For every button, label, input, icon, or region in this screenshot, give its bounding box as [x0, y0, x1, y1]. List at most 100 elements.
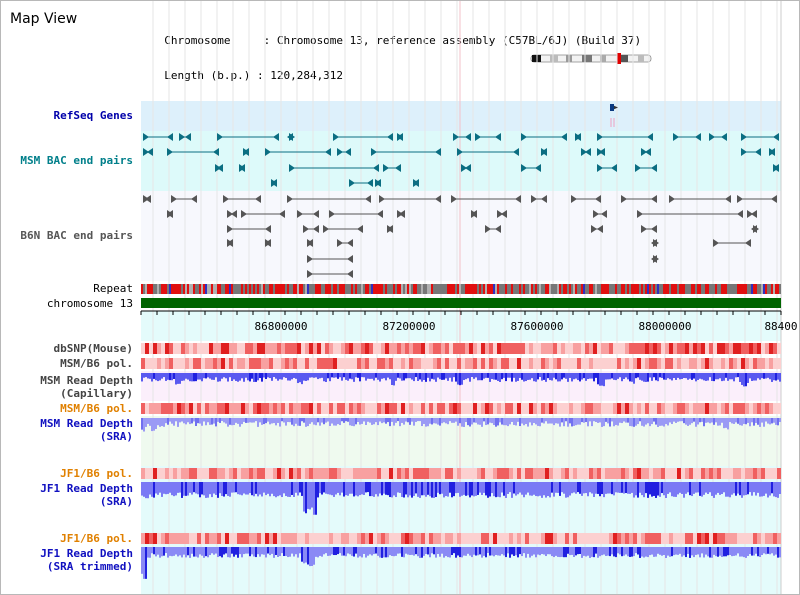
msm-depth-sra-bar — [251, 418, 253, 423]
track-label-msm-depth-capillary[interactable]: MSM Read Depth — [40, 374, 133, 387]
jf1-depth-sra-bar — [731, 482, 733, 495]
dbsnp-heat-cell — [361, 343, 365, 354]
b6n-bac-pair-end — [167, 210, 173, 218]
track-label-b6n-bac[interactable]: B6N BAC end pairs — [20, 229, 133, 242]
track-label-dbsnp[interactable]: dbSNP(Mouse) — [53, 342, 133, 355]
msm-depth-sra-bar — [151, 418, 153, 432]
msm-bac-pair-end — [413, 179, 419, 187]
msm-depth-capillary-bar — [257, 373, 259, 381]
track-label-jf1-b6-pol-2[interactable]: JF1/B6 pol. — [60, 532, 133, 545]
repeat-segment — [225, 284, 227, 294]
msm-pol-2-heat-cell — [665, 403, 669, 414]
track-label-chromosome[interactable]: chromosome 13 — [46, 297, 133, 310]
msm-depth-sra-bar — [325, 418, 327, 423]
jf1-pol-2-heat-cell — [589, 533, 593, 544]
jf1-depth-sra-bar — [769, 482, 771, 496]
msm-depth-capillary-bar — [653, 373, 655, 378]
jf1-depth-sra-bar — [677, 482, 679, 495]
jf1-depth-sra-bar — [191, 482, 193, 495]
track-label-msm-b6-pol[interactable]: MSM/B6 pol. — [60, 357, 133, 370]
jf1-depth-sra-bar — [305, 482, 307, 514]
jf1-depth-trimmed-bar — [435, 547, 437, 558]
msm-pol-heat-cell — [593, 358, 597, 369]
track-label-msm-b6-pol-2[interactable]: MSM/B6 pol. — [60, 402, 133, 415]
jf1-depth-trimmed-bar — [155, 547, 157, 557]
dbsnp-heat-cell — [613, 343, 617, 354]
jf1-depth-sra-bar — [483, 482, 485, 493]
jf1-pol-2-heat-cell — [181, 533, 185, 544]
msm-depth-capillary-bar — [187, 373, 189, 380]
msm-depth-sra-bar — [295, 418, 297, 424]
jf1-depth-sra-bar — [361, 482, 363, 495]
jf1-pol-heat-cell — [769, 468, 773, 479]
jf1-depth-sra-bar — [753, 482, 755, 493]
track-label-repeat[interactable]: Repeat — [93, 282, 133, 295]
msm-pol-2-heat-cell — [345, 403, 349, 414]
dbsnp-heat-cell — [445, 343, 449, 354]
jf1-depth-trimmed-bar — [547, 547, 549, 555]
track-label-msm-depth-sra[interactable]: MSM Read Depth — [40, 417, 133, 430]
msm-depth-sra-bar — [709, 418, 711, 424]
jf1-depth-trimmed-bar — [447, 547, 449, 558]
msm-pol-heat-cell — [217, 358, 221, 369]
jf1-depth-sra-bar — [213, 482, 215, 494]
msm-depth-sra-bar — [771, 418, 773, 424]
track-label-refseq[interactable]: RefSeq Genes — [53, 109, 133, 122]
msm-depth-capillary-bar — [519, 373, 521, 378]
jf1-depth-trimmed-bar — [357, 547, 359, 558]
jf1-pol-heat-cell — [337, 468, 341, 479]
jf1-depth-trimmed-bar — [567, 547, 569, 554]
jf1-depth-trimmed-bar — [387, 547, 389, 558]
msm-pol-2-heat-cell — [185, 403, 189, 414]
b6n-bac-pair-end — [347, 270, 353, 278]
msm-depth-sra-bar — [467, 418, 469, 426]
jf1-pol-heat-cell — [393, 468, 397, 479]
msm-depth-sra-bar — [201, 418, 203, 426]
msm-pol-heat-cell — [733, 358, 737, 369]
jf1-depth-sra-bar — [397, 482, 399, 493]
track-label-msm-bac[interactable]: MSM BAC end pairs — [20, 154, 133, 167]
repeat-segment — [465, 284, 467, 294]
jf1-depth-trimmed-bar — [777, 547, 779, 558]
msm-depth-sra-bar — [387, 418, 389, 423]
msm-depth-capillary-bar — [341, 373, 343, 381]
jf1-depth-sra-bar — [503, 482, 505, 496]
jf1-depth-trimmed-bar — [677, 547, 679, 555]
msm-depth-capillary-bar — [703, 373, 705, 381]
msm-depth-sra-bar — [429, 418, 431, 424]
jf1-depth-sra-bar — [339, 482, 341, 496]
msm-pol-heat-cell — [765, 358, 769, 369]
chromosome-ideogram[interactable] — [530, 53, 652, 65]
jf1-depth-sra-bar — [543, 482, 545, 496]
msm-pol-2-heat-cell — [221, 403, 225, 414]
msm-depth-capillary-bar — [267, 373, 269, 378]
repeat-segment — [169, 284, 171, 294]
jf1-depth-sra-bar — [779, 482, 781, 494]
track-label-jf1-b6-pol[interactable]: JF1/B6 pol. — [60, 467, 133, 480]
jf1-depth-sra-bar — [609, 482, 611, 494]
msm-pol-2-heat-cell — [413, 403, 417, 414]
repeat-segment — [381, 284, 383, 294]
track-label-jf1-depth-trimmed[interactable]: JF1 Read Depth — [40, 547, 133, 560]
msm-pol-2-heat-cell — [513, 403, 517, 414]
b6n-bac-pair-end — [313, 210, 319, 218]
jf1-depth-sra-bar — [411, 482, 413, 498]
msm-depth-capillary-bar — [343, 373, 345, 378]
msm-depth-sra-bar — [413, 418, 415, 426]
msm-depth-sra-bar — [275, 418, 277, 426]
msm-depth-sra-bar — [469, 418, 471, 427]
msm-depth-sra-bar — [571, 418, 573, 427]
jf1-depth-trimmed-bar — [431, 547, 433, 554]
msm-depth-sra-bar — [593, 418, 595, 422]
msm-pol-heat-cell — [457, 358, 461, 369]
msm-depth-sra-bar — [761, 418, 763, 423]
track-label-jf1-depth-sra[interactable]: JF1 Read Depth — [40, 482, 133, 495]
jf1-depth-trimmed-bar — [515, 547, 517, 556]
jf1-depth-trimmed-bar — [469, 547, 471, 556]
msm-pol-2-heat-cell — [673, 403, 677, 414]
msm-depth-sra-bar — [369, 418, 371, 423]
repeat-segment — [551, 284, 553, 294]
jf1-pol-heat-cell — [701, 468, 705, 479]
chromosome-bar — [141, 298, 781, 308]
msm-depth-capillary-bg — [141, 371, 781, 401]
